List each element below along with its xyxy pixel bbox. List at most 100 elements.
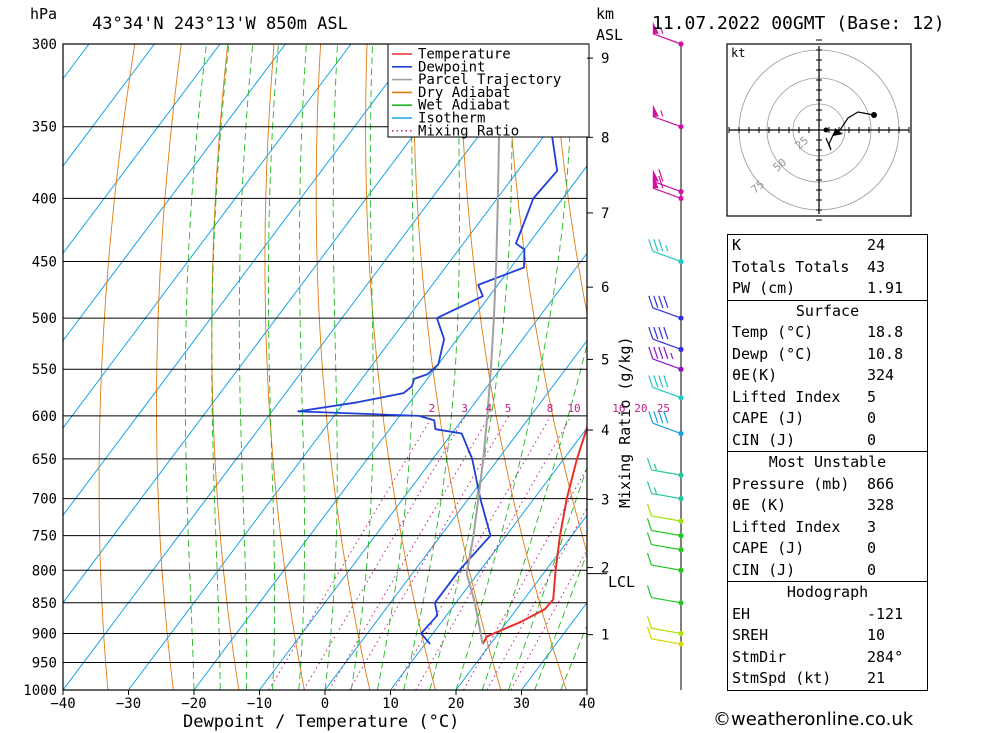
wind-barb: [648, 346, 684, 372]
height-tick-label: 1: [601, 628, 609, 644]
pressure-tick-label: 1000: [23, 683, 57, 699]
pressure-tick-label: 850: [32, 596, 57, 612]
dry-adiabat-line: [459, 44, 567, 690]
isotherm-line: [63, 44, 548, 690]
wet-adiabat-line: [184, 44, 207, 690]
hodograph-stats-title: Hodograph: [786, 583, 869, 601]
index-row: K 24: [728, 235, 927, 257]
mu-row: CIN (J) 0: [732, 560, 877, 579]
index-value: 1.91: [867, 279, 904, 297]
most-unstable-section: Most Unstable Pressure (mb) 866 θE (K) 328…: [728, 452, 927, 582]
hodograph-unit: kt: [731, 46, 745, 60]
wind-barb: [652, 104, 684, 130]
isotherm-line: [63, 44, 286, 342]
index-value: 43: [867, 257, 886, 276]
isotherm-line: [63, 44, 417, 517]
surface-section: Surface Temp (°C) 18.8 Dewp (°C) 10.8 θE(K…: [728, 301, 927, 452]
wind-barb: [648, 375, 684, 401]
pressure-tick-label: 500: [32, 311, 57, 327]
legend-label: Dry Adiabat: [418, 85, 511, 101]
height-tick-label: 6: [601, 280, 609, 296]
legend-label: Isotherm: [418, 111, 485, 127]
isotherm-line: [128, 77, 587, 690]
pressure-tick-label: 600: [32, 409, 57, 425]
mixing-ratio-title: Mixing Ratio (g/kg): [616, 336, 634, 508]
dry-adiabat-line: [264, 44, 305, 690]
hodo-row: StmSpd (kt) 21: [732, 669, 886, 687]
isotherm-line: [0, 44, 24, 690]
isotherm-line: [455, 514, 587, 690]
dry-adiabat-line: [156, 44, 182, 690]
wind-barb: [646, 532, 684, 553]
mu-row: θE (K) 328: [732, 496, 895, 514]
height-tick-label: 3: [601, 492, 609, 508]
pressure-tick-label: 300: [32, 37, 57, 53]
height-tick-label: 5: [601, 352, 609, 368]
hodo-row: SREH 10: [732, 626, 886, 644]
wind-barb: [648, 239, 684, 265]
index-label: K: [732, 236, 742, 254]
location-title: 43°34'N 243°13'W 850m ASL: [92, 14, 348, 34]
wet-adiabat-line: [267, 44, 279, 690]
wet-adiabat-line: [324, 44, 338, 690]
credit-link[interactable]: ©weatheronline.co.uk: [713, 709, 914, 730]
mixing-ratio-label: 25: [657, 402, 670, 415]
temp-tick-label: 0: [321, 696, 329, 712]
temp-tick-label: 20: [448, 696, 465, 712]
mixing-ratio-line: [393, 415, 552, 690]
wind-barb: [646, 585, 684, 606]
wet-adiabat-line: [376, 44, 415, 690]
pressure-tick-label: 650: [32, 452, 57, 468]
wind-barb: [646, 503, 684, 524]
pressure-tick-label: 800: [32, 563, 57, 579]
surface-row: CIN (J) 0: [732, 430, 877, 449]
wet-adiabat-line: [455, 44, 574, 690]
legend-label: Mixing Ratio: [418, 123, 519, 139]
isotherm-line: [259, 252, 587, 690]
height-unit-label: km: [596, 5, 614, 23]
wind-barb: [646, 616, 684, 637]
wind-barb: [646, 518, 684, 539]
isobar-lines: [63, 43, 587, 691]
surface-row: Lifted Index 5: [732, 387, 877, 406]
mixing-ratio-line: [348, 415, 510, 690]
pressure-tick-label: 350: [32, 120, 57, 136]
mixing-ratio-line: [268, 415, 434, 690]
height-tick-label: 8: [601, 130, 609, 146]
height-axis: 1 2 3 4 5 6 7 8 9: [587, 51, 609, 644]
pressure-tick-label: 750: [32, 529, 57, 545]
most-unstable-title: Most Unstable: [768, 453, 887, 471]
index-row: PW (cm) 1.91: [728, 278, 927, 300]
pressure-tick-label: 400: [32, 191, 57, 207]
hodograph-endpoint: [871, 112, 877, 118]
lcl-label: LCL: [608, 573, 635, 591]
temp-tick-label: 40: [579, 696, 596, 712]
wet-adiabat-line: [350, 44, 374, 690]
index-label: PW (cm): [732, 279, 796, 297]
index-value: 24: [867, 236, 886, 254]
isotherm-line: [63, 44, 352, 429]
mixing-ratio-line: [510, 548, 587, 690]
mixing-ratio-label: 2: [429, 402, 436, 415]
temp-tick-label: 30: [513, 696, 530, 712]
wind-barb: [648, 411, 684, 437]
index-label: Totals Totals: [732, 257, 850, 276]
height-tick-label: 9: [601, 51, 609, 67]
dry-adiabat-line: [971, 44, 1000, 690]
hodograph-stats-section: Hodograph EH -121 SREH 10 StmDir 284° StmSp…: [728, 582, 927, 690]
wind-barb: [646, 457, 684, 478]
dry-adiabat-line: [211, 44, 240, 690]
wind-barb: [646, 481, 684, 502]
dry-adiabat-line: [924, 44, 1000, 690]
surface-row: CAPE (J) 0: [732, 409, 877, 427]
surface-row: Dewp (°C) 10.8: [732, 344, 904, 363]
hodo-row: EH -121: [732, 604, 904, 623]
wind-barb: [652, 21, 684, 47]
pressure-unit-label: hPa: [30, 5, 57, 23]
temp-tick-label: −30: [116, 696, 141, 712]
dry-adiabat-line: [552, 44, 587, 316]
legend-label: Wet Adiabat: [418, 98, 511, 114]
isotherm-line: [63, 44, 483, 604]
